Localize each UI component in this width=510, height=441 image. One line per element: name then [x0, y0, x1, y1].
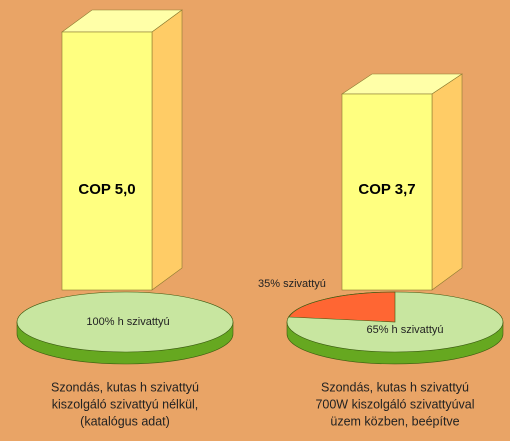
left-column [61, 9, 183, 291]
caption-line: kiszolgáló szivattyú nélkül, [52, 397, 199, 411]
column-side [431, 73, 463, 291]
pie-label: 65% h szivattyú [366, 324, 443, 336]
pie-top [16, 291, 234, 353]
caption-line: Szondás, kutas h szivattyú [321, 380, 469, 394]
right-pie [286, 291, 504, 365]
pie-label: 100% h szivattyú [86, 316, 169, 328]
column-front [61, 31, 153, 291]
caption-line: (katalógus adat) [80, 414, 170, 428]
caption-line: Szondás, kutas h szivattyú [51, 380, 199, 394]
cop-label: COP 5,0 [78, 181, 135, 198]
column-front [341, 93, 433, 291]
column-side [151, 9, 183, 291]
cop-label: COP 3,7 [358, 181, 415, 198]
caption-line: üzem közben, beépítve [330, 414, 459, 428]
caption-line: 700W kiszolgáló szivattyúval [315, 397, 474, 411]
pie-slice [288, 291, 396, 323]
right-column [341, 73, 463, 291]
pie-label: 35% szivattyú [258, 278, 326, 290]
left-pie [16, 291, 234, 365]
